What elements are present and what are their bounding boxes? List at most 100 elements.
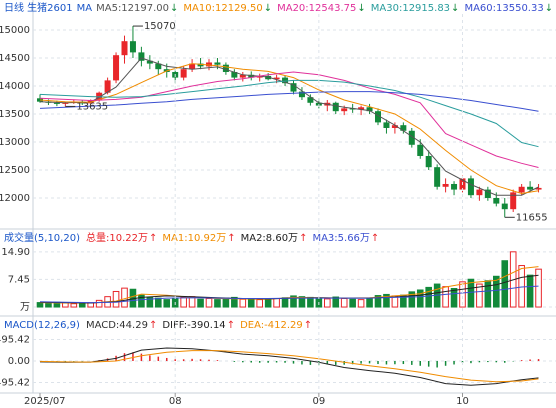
candle-body: [273, 77, 280, 80]
candle-body: [467, 178, 474, 196]
candle-body: [138, 52, 145, 61]
volume-bar: [222, 297, 230, 308]
legend-label: MA5:12197.00: [96, 3, 169, 14]
volume-bar: [349, 298, 356, 308]
candle-body: [527, 186, 534, 190]
volume-bar: [70, 303, 78, 308]
annotation: 11655: [516, 212, 548, 223]
candle-body: [104, 80, 111, 93]
volume-bar: [366, 297, 373, 308]
x-tick-label: 2025/07: [24, 396, 66, 407]
volume-bar: [290, 295, 297, 308]
legend-label: MA20:12543.75: [277, 3, 356, 14]
volume-bar: [408, 291, 416, 308]
volume-bar: [535, 268, 542, 308]
legend-label: MA1:10.92万: [162, 233, 226, 244]
legend-trend: ↓: [357, 3, 365, 14]
candle-body: [155, 63, 162, 70]
candle-body: [434, 167, 441, 187]
candle-body: [146, 60, 153, 64]
volume-bar: [484, 280, 492, 308]
candle-body: [442, 183, 449, 187]
candle-body: [349, 108, 356, 110]
volume-bar: [205, 298, 213, 308]
candle-body: [375, 111, 381, 123]
legend-trend: ↑: [227, 233, 235, 244]
legend-trend: ↑: [371, 233, 379, 244]
line-series: [39, 347, 539, 386]
candle-body: [231, 71, 238, 78]
y-tick-label: 14.90: [1, 247, 30, 258]
y-tick-label: 14500: [0, 53, 30, 64]
volume-bar: [62, 302, 69, 308]
legend-trend: ↓: [170, 3, 178, 14]
volume-bar: [518, 265, 525, 308]
candle-body: [197, 63, 204, 67]
y-tick-label: 万: [20, 302, 30, 313]
legend-trend: ↑: [299, 233, 307, 244]
panel-title: MACD(12,26,9): [4, 320, 80, 331]
volume-bar: [138, 294, 145, 308]
candle-body: [129, 41, 136, 53]
volume-bar: [459, 281, 466, 308]
volume-bar: [416, 289, 424, 308]
volume-bar: [121, 287, 128, 308]
annotation: 13635: [76, 101, 108, 112]
volume-bar: [467, 278, 475, 308]
legend-trend: ↓: [451, 3, 459, 14]
volume-bar: [214, 299, 221, 308]
candle-body: [383, 122, 390, 128]
legend-trend: ↓: [545, 3, 553, 14]
candle-body: [214, 62, 221, 65]
candle-body: [510, 192, 517, 210]
y-tick-label: 0.00: [8, 356, 30, 367]
legend-label: MA3:5.66万: [312, 233, 369, 244]
volume-bar: [155, 297, 162, 308]
candle-body: [518, 186, 525, 193]
volume-bar: [264, 298, 272, 308]
volume-bar: [239, 298, 247, 308]
ma-label: MA: [77, 3, 93, 14]
volume-bar: [45, 302, 52, 308]
candle-body: [62, 102, 69, 104]
volume-bar: [357, 299, 365, 308]
y-tick-label: 13500: [0, 109, 30, 120]
candle-body: [206, 62, 212, 67]
candle-body: [121, 41, 128, 56]
volume-bar: [273, 298, 280, 308]
legend-label: MA30:12915.83: [371, 3, 450, 14]
candle-body: [189, 63, 196, 70]
candle-body: [332, 102, 339, 112]
y-tick-label: 15000: [0, 25, 30, 36]
legend-label: 总量:10.22万: [86, 231, 148, 244]
y-tick-label: 13000: [0, 137, 30, 148]
candle-body: [265, 75, 272, 80]
y-tick-label: 495.42: [0, 334, 30, 345]
candle-body: [358, 107, 365, 110]
candle-body: [501, 203, 508, 210]
candle-body: [307, 97, 314, 103]
candle-body: [408, 130, 415, 145]
y-tick-label: 12500: [0, 165, 30, 176]
legend-label: DIFF:-390.14: [162, 320, 225, 331]
candle-body: [493, 197, 500, 204]
volume-bar: [231, 296, 238, 308]
candle-body: [476, 189, 483, 196]
volume-bar: [247, 299, 255, 308]
volume-bar: [526, 274, 534, 308]
volume-bar: [442, 286, 449, 308]
candle-body: [222, 64, 229, 72]
panel-title: 成交量(5,10,20): [4, 231, 80, 244]
volume-bar: [36, 302, 44, 308]
volume-bar: [281, 297, 289, 308]
legend-label: DEA:-412.29: [240, 320, 303, 331]
x-tick-label: 10: [456, 396, 469, 407]
candle-body: [425, 155, 432, 168]
volume-bar: [307, 296, 314, 308]
plot-area: [33, 338, 556, 386]
y-tick-label: 12000: [0, 193, 30, 204]
volume-bar: [332, 296, 340, 308]
candle-body: [290, 83, 297, 92]
candle-body: [535, 187, 542, 190]
